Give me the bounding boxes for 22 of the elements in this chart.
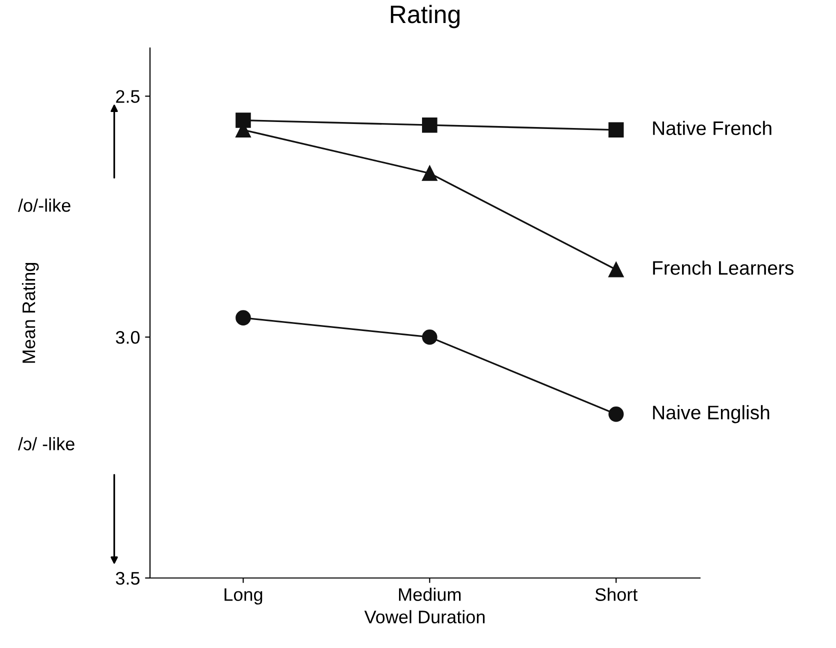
y-axis-title: Mean Rating xyxy=(22,262,39,363)
point xyxy=(422,166,438,181)
x-axis-title: Vowel Duration xyxy=(364,610,485,624)
point xyxy=(608,406,624,422)
chart-title: Rating xyxy=(390,4,460,28)
point xyxy=(422,117,438,133)
x-tick-label: Medium xyxy=(399,588,461,601)
x-tick-label: Short xyxy=(595,588,638,601)
text: /ɔ/ -like xyxy=(18,437,74,450)
y-tick-label: 3.0 xyxy=(116,331,140,344)
point xyxy=(422,329,438,345)
point xyxy=(236,310,251,326)
point xyxy=(608,262,624,278)
y-tick-label: 2.5 xyxy=(116,90,140,103)
series-label: Naive English xyxy=(653,405,770,424)
series-label: Native French xyxy=(653,120,772,136)
point xyxy=(236,112,251,128)
text: /o/-like xyxy=(18,198,70,212)
x-tick-label: Long xyxy=(224,588,262,605)
series-label: French Learners xyxy=(653,260,794,275)
y-tick-label: 3.5 xyxy=(116,572,140,585)
point xyxy=(608,122,624,138)
